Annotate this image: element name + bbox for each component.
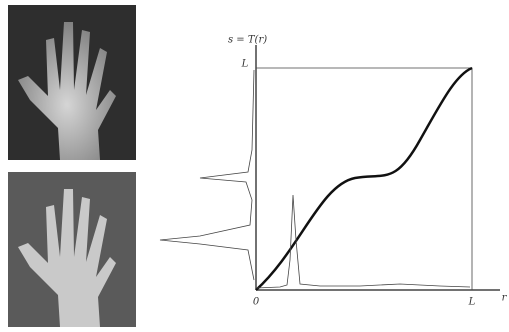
y-axis-label: s = T(r) <box>228 35 267 46</box>
y-max-label: L <box>241 59 249 70</box>
figure: s = T(r) L 0 L r <box>0 0 509 332</box>
origin-label: 0 <box>253 297 260 308</box>
transfer-curve <box>256 68 472 290</box>
input-histogram <box>256 195 470 288</box>
x-axis-label: r <box>502 293 508 304</box>
figure-page: s = T(r) L 0 L r <box>0 0 509 332</box>
transfer-plot <box>160 45 500 290</box>
output-histogram <box>160 70 254 280</box>
xray-image-original <box>8 5 136 160</box>
x-max-label: L <box>468 297 476 308</box>
bounding-box <box>256 68 472 290</box>
xray-image-equalized <box>8 172 136 327</box>
